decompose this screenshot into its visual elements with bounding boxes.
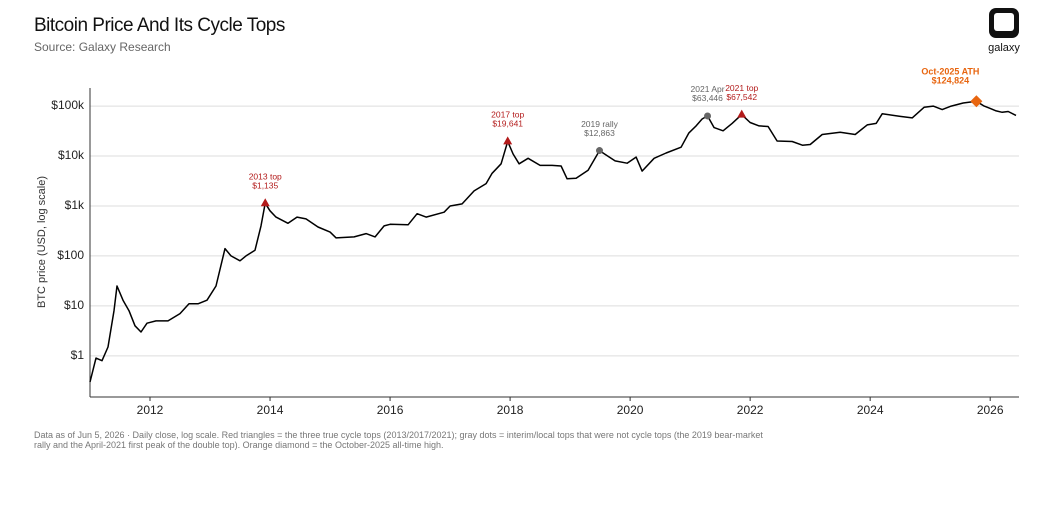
y-tick-label: $100 (57, 248, 84, 262)
annotation-name: 2021 top (725, 83, 758, 93)
annotation-name: 2019 rally (581, 119, 619, 129)
annotation-value: $19,641 (492, 119, 523, 129)
x-tick-label: 2016 (377, 403, 404, 417)
annotation-value: $63,446 (692, 93, 723, 103)
annotation-name: 2013 top (249, 171, 282, 181)
annotation-name: 2021 Apr (691, 84, 725, 94)
ath-marker (970, 95, 983, 108)
footnote: Data as of Jun 5, 2026 · Daily close, lo… (34, 430, 763, 450)
annotation-value: $124,824 (932, 76, 970, 86)
x-tick-label: 2014 (257, 403, 284, 417)
y-axis-label: BTC price (USD, log scale) (36, 176, 48, 308)
logo-text: galaxy (988, 42, 1020, 54)
annotation-name: Oct-2025 ATH (921, 67, 979, 77)
y-tick-label: $10 (64, 298, 84, 312)
x-tick-label: 2022 (737, 403, 764, 417)
local-top-marker (596, 147, 604, 155)
logo-mark-inner (994, 13, 1014, 31)
x-tick-label: 2020 (617, 403, 644, 417)
chart-title: Bitcoin Price And Its Cycle Tops (34, 15, 285, 36)
y-tick-label: $1 (71, 348, 85, 362)
local-top-marker (704, 112, 712, 120)
cycle-top-marker (737, 109, 747, 118)
x-tick-label: 2026 (977, 403, 1004, 417)
annotation-value: $1,135 (252, 180, 278, 190)
annotation-name: 2017 top (491, 110, 524, 120)
cycle-top-marker (260, 198, 270, 207)
cycle-top-marker (503, 136, 513, 145)
annotation-value: $67,542 (726, 92, 757, 102)
y-tick-label: $1k (65, 198, 85, 212)
y-tick-label: $100k (51, 98, 85, 112)
x-tick-label: 2024 (857, 403, 884, 417)
price-line (89, 100, 1017, 383)
y-tick-label: $10k (58, 148, 85, 162)
x-tick-label: 2012 (137, 403, 164, 417)
x-tick-label: 2018 (497, 403, 524, 417)
annotation-value: $12,863 (584, 128, 615, 138)
chart-subtitle: Source: Galaxy Research (34, 40, 171, 54)
